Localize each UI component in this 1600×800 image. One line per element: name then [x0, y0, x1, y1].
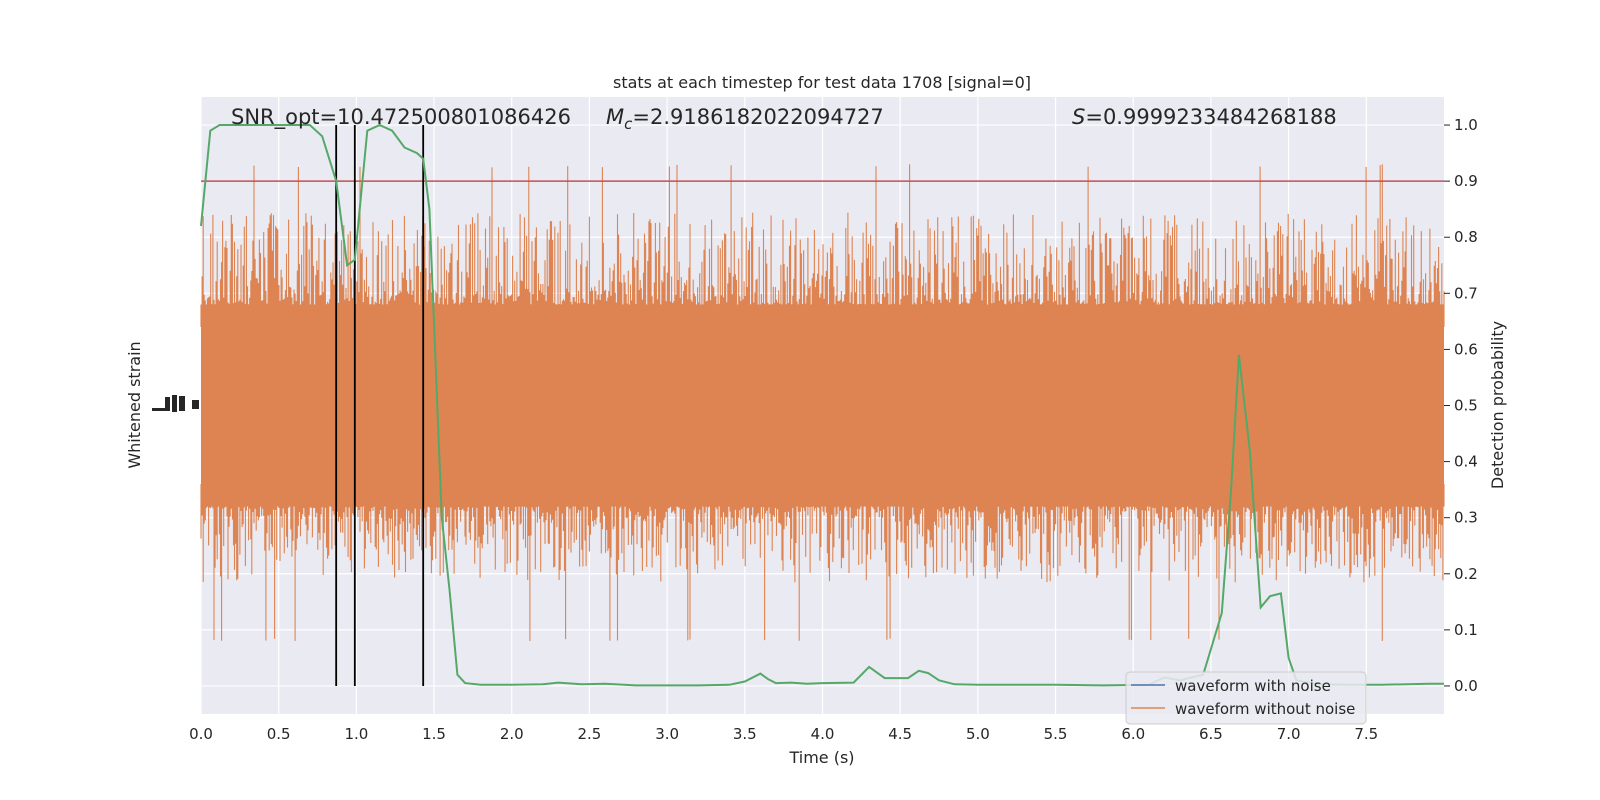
strain-lower-spikes	[200, 484, 1445, 641]
x-tick-label: 6.0	[1121, 725, 1145, 743]
s-value: =0.9999233484268188	[1085, 105, 1336, 129]
strain-upper-spikes	[200, 164, 1445, 327]
x-tick-label: 7.0	[1277, 725, 1301, 743]
left-tick-mark	[152, 408, 166, 411]
left-axis-label: Whitened strain	[125, 341, 144, 468]
x-tick-label: 7.5	[1354, 725, 1378, 743]
x-tick-label: 5.5	[1044, 725, 1068, 743]
x-tick-label: 3.5	[733, 725, 757, 743]
x-tick-label: 2.5	[578, 725, 602, 743]
strain-core-band	[201, 326, 1444, 485]
mc-symbol: M	[606, 105, 624, 129]
mc-subscript: c	[624, 115, 633, 133]
left-axis-ticks	[152, 395, 199, 412]
legend-box	[1125, 671, 1367, 725]
x-tick-label: 6.5	[1199, 725, 1223, 743]
x-tick-label: 0.5	[267, 725, 291, 743]
y-tick-label: 0.8	[1454, 228, 1478, 246]
legend: waveform with noise waveform without noi…	[1125, 671, 1367, 725]
y-tick-label: 1.0	[1454, 116, 1478, 134]
y-tick-label: 0.0	[1454, 677, 1478, 695]
x-tick-label: 5.0	[966, 725, 990, 743]
left-tick-mark	[165, 397, 170, 411]
y-tick-label: 0.4	[1454, 453, 1478, 471]
left-tick-mark	[192, 400, 199, 409]
x-tick-label: 0.0	[189, 725, 213, 743]
x-tick-label: 1.5	[422, 725, 446, 743]
detection-probability-line	[200, 123, 1444, 687]
x-tick-label: 4.0	[811, 725, 835, 743]
snr-annotation: SNR_opt=10.472500801086426	[231, 105, 571, 130]
mc-value: =2.9186182022094727	[632, 105, 883, 129]
x-tick-label: 2.0	[500, 725, 524, 743]
y-tick-label: 0.5	[1454, 397, 1478, 415]
detection-probability-series	[200, 123, 1444, 687]
x-tick-label: 4.5	[888, 725, 912, 743]
x-tick-label: 1.0	[344, 725, 368, 743]
vertical-markers	[335, 125, 425, 686]
y-tick-label: 0.1	[1454, 621, 1478, 639]
left-tick-mark	[179, 396, 185, 411]
left-tick-mark	[172, 395, 177, 412]
chart-title: stats at each timestep for test data 170…	[613, 73, 1031, 92]
y-tick-label: 0.2	[1454, 565, 1478, 583]
legend-label-with-noise: waveform with noise	[1175, 677, 1331, 695]
y-tick-label: 0.6	[1454, 340, 1478, 358]
legend-label-without-noise: waveform without noise	[1175, 700, 1355, 718]
y-tick-label: 0.3	[1454, 509, 1478, 527]
y-tick-label: 0.9	[1454, 172, 1478, 190]
chirp-mass-annotation: Mc=2.9186182022094727	[606, 105, 884, 133]
right-axis-label: Detection probability	[1488, 321, 1507, 489]
x-axis-ticks: 0.0 0.5 1.0 1.5 2.0 2.5 3.0 3.5 4.0 4.5 5.0 5.5 6.0 6…	[189, 725, 1378, 743]
x-axis-label: Time (s)	[788, 748, 854, 767]
right-axis-ticks: 0.0 0.1 0.2 0.3 0.4 0.5 0.6 0.7 0.8 0.9 1.0	[1444, 116, 1478, 695]
score-annotation: S=0.9999233484268188	[1072, 105, 1337, 129]
s-symbol: S	[1072, 105, 1085, 129]
y-tick-label: 0.7	[1454, 284, 1478, 302]
x-tick-label: 3.0	[655, 725, 679, 743]
